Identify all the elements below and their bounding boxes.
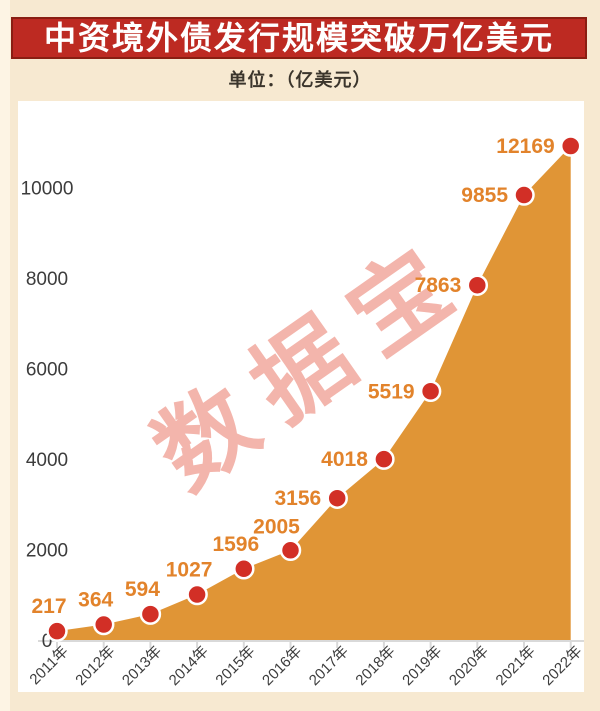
data-point-dot [513, 184, 535, 206]
data-point-value-label: 4018 [321, 448, 368, 471]
page-title: 中资境外债发行规模突破万亿美元 [43, 20, 554, 56]
data-point-value-label: 364 [78, 589, 113, 612]
x-axis-tick-label: 2020年 [446, 643, 492, 689]
data-point-value-label: 5519 [368, 380, 415, 403]
data-point-dot [186, 583, 208, 606]
x-axis-tick-label: 2014年 [166, 643, 212, 689]
data-point-dot [279, 539, 302, 562]
x-axis-tick-label: 2021年 [493, 643, 539, 689]
data-point-dot [233, 558, 255, 580]
unit-label: 单位：（亿美元） [228, 70, 372, 90]
data-point-dot [373, 448, 395, 470]
y-axis-tick-label: 10000 [21, 179, 74, 200]
x-axis-tick-label: 2019年 [399, 643, 445, 689]
data-point-dot [92, 613, 115, 636]
data-point-value-label: 9855 [461, 184, 508, 207]
data-point-value-label: 12169 [496, 135, 554, 158]
x-axis-tick-label: 2022年 [539, 643, 584, 689]
data-point-value-label: 7863 [415, 274, 462, 297]
x-axis-tick-label: 2015年 [212, 643, 258, 689]
data-point-dot [419, 380, 442, 403]
chart-panel: 数据宝 0 2000 4000 6000 8000 10000 2011年 2012年 2013… [18, 101, 584, 692]
x-axis-tick-label: 2018年 [353, 643, 399, 689]
data-point-value-label: 594 [125, 578, 160, 601]
x-axis-tick-label: 2013年 [119, 643, 165, 689]
data-point-dot [326, 487, 348, 509]
x-axis-tick-label: 2017年 [306, 643, 352, 689]
y-axis-tick-label: 6000 [26, 360, 68, 381]
data-point-value-label: 3156 [274, 487, 321, 510]
y-axis-tick-label: 4000 [26, 450, 68, 471]
y-axis-tick-label: 8000 [26, 269, 68, 290]
data-point-value-label: 1596 [212, 533, 259, 556]
data-point-dot [466, 274, 489, 296]
title-banner: 中资境外债发行规模突破万亿美元 [11, 17, 587, 59]
x-axis-tick-label: 2012年 [72, 643, 118, 689]
data-point-value-label: 2005 [253, 515, 300, 538]
y-axis-tick-label: 2000 [26, 541, 68, 562]
y-axis-tick-label: 0 [42, 631, 53, 652]
data-point-dot [46, 620, 68, 642]
x-axis-tick-label: 2016年 [259, 643, 305, 689]
area-fill-shape [57, 146, 571, 641]
data-point-value-label: 217 [31, 595, 66, 618]
data-point-dot [139, 603, 162, 625]
data-point-value-label: 1027 [166, 559, 213, 582]
data-point-dot [559, 135, 582, 157]
